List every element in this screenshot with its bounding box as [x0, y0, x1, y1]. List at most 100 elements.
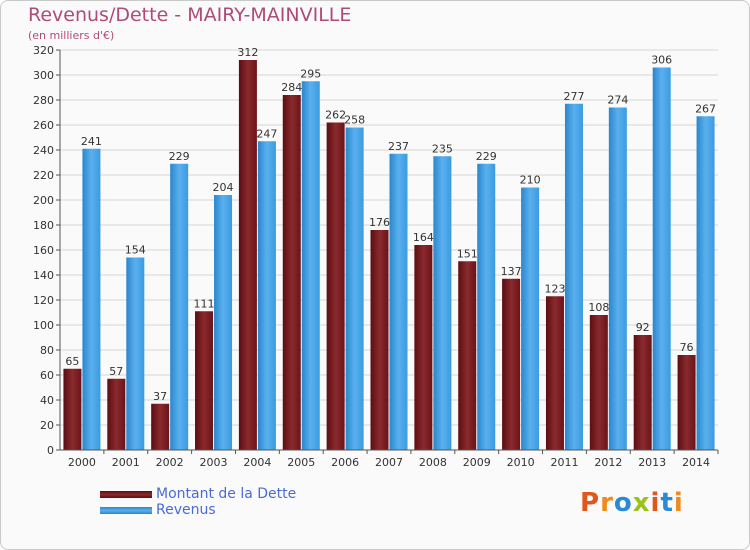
y-tick-label: 280	[33, 94, 54, 107]
data-label-revenue-2011: 277	[563, 90, 584, 103]
logo-letter: o	[613, 488, 633, 518]
chart-title: Revenus/Dette - MAIRY-MAINVILLE	[28, 4, 352, 26]
x-tick-label: 2007	[375, 456, 403, 469]
bar-revenue-2013	[652, 67, 671, 450]
data-label-debt-2008: 164	[413, 231, 434, 244]
bar-revenue-2008	[433, 156, 452, 450]
data-label-debt-2009: 151	[457, 247, 478, 260]
data-label-debt-2006: 262	[325, 109, 346, 122]
logo-letter: i	[673, 488, 684, 518]
x-tick-label: 2011	[550, 456, 578, 469]
bar-debt-2013	[633, 335, 652, 450]
bar-debt-2011	[545, 296, 564, 450]
y-tick-label: 220	[33, 169, 54, 182]
bar-revenue-2007	[389, 153, 408, 450]
data-label-revenue-2008: 235	[432, 142, 453, 155]
x-tick-label: 2001	[112, 456, 140, 469]
bar-revenue-2001	[126, 257, 145, 450]
bar-debt-2004	[238, 60, 257, 450]
logo-letter: r	[600, 488, 614, 518]
data-label-revenue-2009: 229	[476, 150, 497, 163]
x-tick-label: 2003	[200, 456, 228, 469]
data-label-debt-2007: 176	[369, 216, 390, 229]
y-tick-label: 180	[33, 219, 54, 232]
bar-debt-2008	[414, 245, 433, 450]
data-label-debt-2010: 137	[501, 265, 522, 278]
x-tick-label: 2004	[243, 456, 271, 469]
bar-debt-2005	[282, 95, 301, 450]
data-label-revenue-2003: 204	[213, 181, 234, 194]
data-label-revenue-2013: 306	[651, 54, 672, 67]
bar-debt-2007	[370, 230, 389, 450]
data-label-debt-2003: 111	[194, 297, 215, 310]
data-label-revenue-2002: 229	[169, 150, 190, 163]
y-tick-label: 320	[33, 44, 54, 57]
logo-letter: P	[580, 488, 601, 518]
legend-item-revenue: Revenus	[100, 502, 296, 518]
bar-debt-2012	[589, 315, 608, 450]
x-tick-label: 2006	[331, 456, 359, 469]
data-label-debt-2005: 284	[281, 81, 302, 94]
data-label-debt-2002: 37	[153, 390, 167, 403]
bar-debt-2010	[502, 278, 521, 450]
data-label-debt-2000: 65	[65, 355, 79, 368]
y-tick-label: 300	[33, 69, 54, 82]
data-label-debt-2014: 76	[680, 341, 694, 354]
data-label-debt-2011: 123	[544, 282, 565, 295]
data-label-revenue-2014: 267	[695, 102, 716, 115]
y-tick-label: 160	[33, 244, 54, 257]
y-tick-label: 20	[40, 419, 54, 432]
proxiti-logo: Proxiti	[580, 488, 684, 518]
y-tick-label: 260	[33, 119, 54, 132]
x-tick-label: 2014	[682, 456, 710, 469]
legend-label-revenue: Revenus	[156, 502, 216, 518]
y-tick-label: 140	[33, 269, 54, 282]
legend-label-debt: Montant de la Dette	[156, 486, 297, 502]
legend-swatch-revenue	[100, 506, 152, 514]
bar-revenue-2004	[257, 141, 276, 450]
x-tick-label: 2013	[638, 456, 666, 469]
y-tick-label: 80	[40, 344, 54, 357]
y-tick-label: 120	[33, 294, 54, 307]
bar-debt-2006	[326, 122, 345, 450]
data-label-debt-2004: 312	[237, 46, 258, 59]
data-label-revenue-2007: 237	[388, 140, 409, 153]
bar-revenue-2002	[170, 163, 189, 450]
x-tick-label: 2002	[156, 456, 184, 469]
bar-revenue-2003	[214, 195, 233, 450]
legend: Montant de la Dette Revenus	[100, 486, 296, 518]
data-label-debt-2012: 108	[588, 301, 609, 314]
y-tick-label: 200	[33, 194, 54, 207]
legend-item-debt: Montant de la Dette	[100, 486, 296, 502]
bar-debt-2003	[195, 311, 214, 450]
y-tick-label: 60	[40, 369, 54, 382]
y-tick-label: 240	[33, 144, 54, 157]
data-label-debt-2013: 92	[636, 321, 650, 334]
data-label-revenue-2012: 274	[607, 94, 628, 107]
bar-debt-2009	[458, 261, 477, 450]
bar-revenue-2011	[564, 103, 583, 450]
bar-revenue-2009	[477, 163, 496, 450]
data-label-revenue-2005: 295	[300, 67, 321, 80]
bar-revenue-2000	[82, 148, 101, 450]
bar-revenue-2006	[345, 127, 364, 450]
logo-letter: i	[650, 488, 661, 518]
legend-swatch-debt	[100, 490, 152, 498]
y-tick-label: 40	[40, 394, 54, 407]
bar-debt-2014	[677, 355, 696, 450]
bar-revenue-2005	[301, 81, 320, 450]
logo-letter: t	[660, 488, 674, 518]
bar-revenue-2010	[521, 187, 540, 450]
x-tick-label: 2005	[287, 456, 315, 469]
logo-letter: x	[632, 488, 651, 518]
y-tick-label: 0	[47, 444, 54, 457]
x-tick-label: 2009	[463, 456, 491, 469]
x-tick-label: 2000	[68, 456, 96, 469]
data-label-debt-2001: 57	[109, 365, 123, 378]
y-tick-label: 100	[33, 319, 54, 332]
x-tick-label: 2012	[594, 456, 622, 469]
data-label-revenue-2004: 247	[256, 127, 277, 140]
x-tick-label: 2010	[507, 456, 535, 469]
data-label-revenue-2000: 241	[81, 135, 102, 148]
